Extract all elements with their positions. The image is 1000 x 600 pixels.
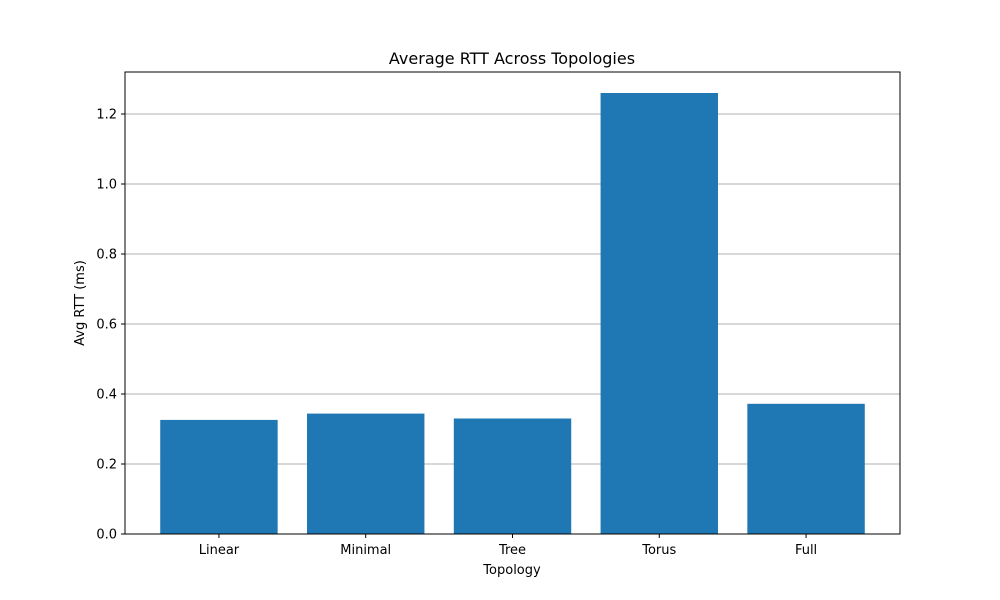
x-axis-label: Topology xyxy=(482,563,541,578)
bar-torus xyxy=(600,93,718,534)
x-tick-label: Tree xyxy=(498,543,526,558)
y-tick-label: 0.0 xyxy=(96,528,117,543)
y-ticks-layer: 0.0 0.2 0.4 0.6 0.8 1.0 1.2 xyxy=(96,108,125,543)
x-tick-label: Torus xyxy=(641,543,676,558)
y-tick-label: 1.2 xyxy=(96,108,117,123)
x-ticks-layer: Linear Minimal Tree Torus Full xyxy=(199,534,817,558)
x-tick-label: Linear xyxy=(199,543,240,558)
bar-linear xyxy=(160,419,278,534)
y-tick-label: 0.8 xyxy=(96,248,117,263)
bars-layer xyxy=(160,93,865,534)
bar-minimal xyxy=(307,413,425,534)
y-tick-label: 0.2 xyxy=(96,458,117,473)
chart-title: Average RTT Across Topologies xyxy=(389,49,635,68)
y-tick-label: 0.4 xyxy=(96,388,117,403)
bar-full xyxy=(747,403,865,534)
x-tick-label: Minimal xyxy=(340,543,391,558)
y-axis-label: Avg RTT (ms) xyxy=(73,260,88,346)
bar-tree xyxy=(453,418,572,534)
x-tick-label: Full xyxy=(795,543,817,558)
y-tick-label: 1.0 xyxy=(96,178,117,193)
y-tick-label: 0.6 xyxy=(96,318,117,333)
